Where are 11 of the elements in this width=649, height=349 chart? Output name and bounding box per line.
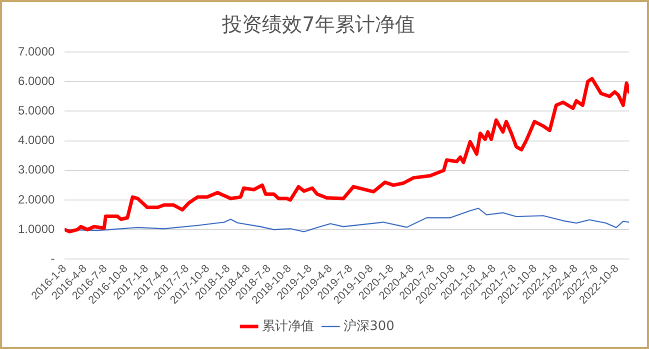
y-tick-label: 4.0000 [18, 133, 56, 148]
y-tick-label: 7.0000 [18, 44, 56, 58]
y-tick-label: 1.0000 [18, 222, 56, 236]
y-tick-label: 5.0000 [18, 104, 56, 118]
y-tick-label: 3.0000 [18, 162, 56, 177]
legend-label: 沪深300 [344, 318, 394, 334]
y-tick-label: 6.0000 [18, 74, 56, 88]
y-tick-label: 2.0000 [18, 192, 56, 206]
chart-title: 投资绩效7年累计净值 [221, 12, 415, 36]
legend-label: 累计净值 [262, 318, 314, 334]
y-tick-label: - [50, 252, 55, 266]
